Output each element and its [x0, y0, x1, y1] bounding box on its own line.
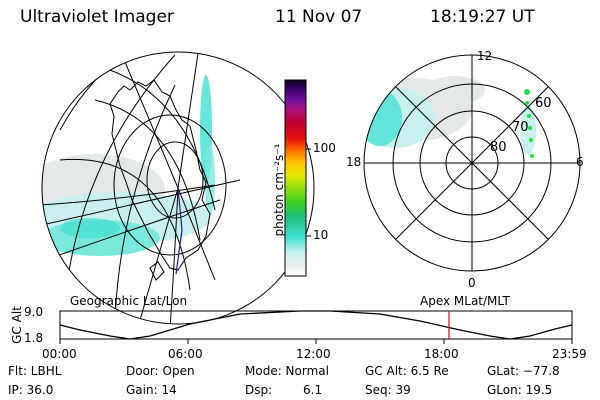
info-flt: Flt: LBHL	[8, 364, 62, 378]
aurora-right	[364, 76, 536, 155]
altitude-plot	[59, 310, 573, 344]
info-mode: Mode: Normal	[245, 364, 329, 378]
altitude-xtick-1800: 18:00	[424, 347, 459, 361]
coastline	[109, 79, 211, 271]
instrument-title: Ultraviolet Imager	[20, 7, 174, 27]
info-glat: GLat: −77.8	[487, 364, 560, 378]
colorbar	[284, 79, 311, 277]
altitude-curve	[59, 310, 573, 340]
info-dsp-value: 6.1	[303, 383, 323, 397]
info-gain: Gain: 14	[126, 383, 177, 397]
mlt-label-6: 6	[576, 155, 584, 169]
altitude-ytick-min: 1.8	[24, 331, 44, 345]
altitude-xtick-0000: 00:00	[42, 347, 77, 361]
time-label: 18:19:27 UT	[430, 7, 535, 27]
mlat-label-80: 80	[490, 140, 507, 155]
info-glon: GLon: 19.5	[487, 383, 553, 397]
altitude-xtick-0600: 06:00	[168, 347, 203, 361]
geographic-panel-label: Geographic Lat/Lon	[70, 294, 188, 308]
info-dsp-label: Dsp:	[245, 383, 273, 397]
colorbar-label-100: 100	[313, 141, 336, 155]
mlat-label-60: 60	[535, 96, 552, 111]
colorbar-label-10: 10	[313, 228, 329, 242]
info-gc-alt: GC Alt: 6.5 Re	[365, 364, 449, 378]
left-view-circle	[41, 51, 315, 325]
geographic-map	[41, 51, 315, 325]
info-door: Door: Open	[126, 364, 195, 378]
altitude-ytick-max: 9.0	[24, 305, 44, 319]
footprint-track	[175, 187, 183, 275]
altitude-xtick-1200: 12:00	[296, 347, 331, 361]
colorbar-unit-label: photon cm⁻²s⁻¹	[272, 143, 286, 237]
mlat-label-70: 70	[512, 120, 529, 135]
info-seq: Seq: 39	[365, 383, 411, 397]
altitude-ylabel: GC Alt	[10, 306, 24, 344]
apex-panel-label: Apex MLat/MLT	[420, 294, 510, 308]
mlt-label-0: 0	[468, 276, 476, 290]
date-label: 11 Nov 07	[275, 7, 363, 27]
altitude-plot-frame	[59, 310, 573, 340]
info-ip: IP: 36.0	[8, 383, 54, 397]
altitude-xtick-2359: 23:59	[552, 347, 587, 361]
mlt-label-12: 12	[477, 49, 493, 63]
mlt-label-18: 18	[346, 155, 362, 169]
polar-mlat-mlt-plot	[363, 54, 581, 272]
footpoint-dots	[524, 89, 534, 158]
colorbar-gradient	[284, 79, 307, 277]
